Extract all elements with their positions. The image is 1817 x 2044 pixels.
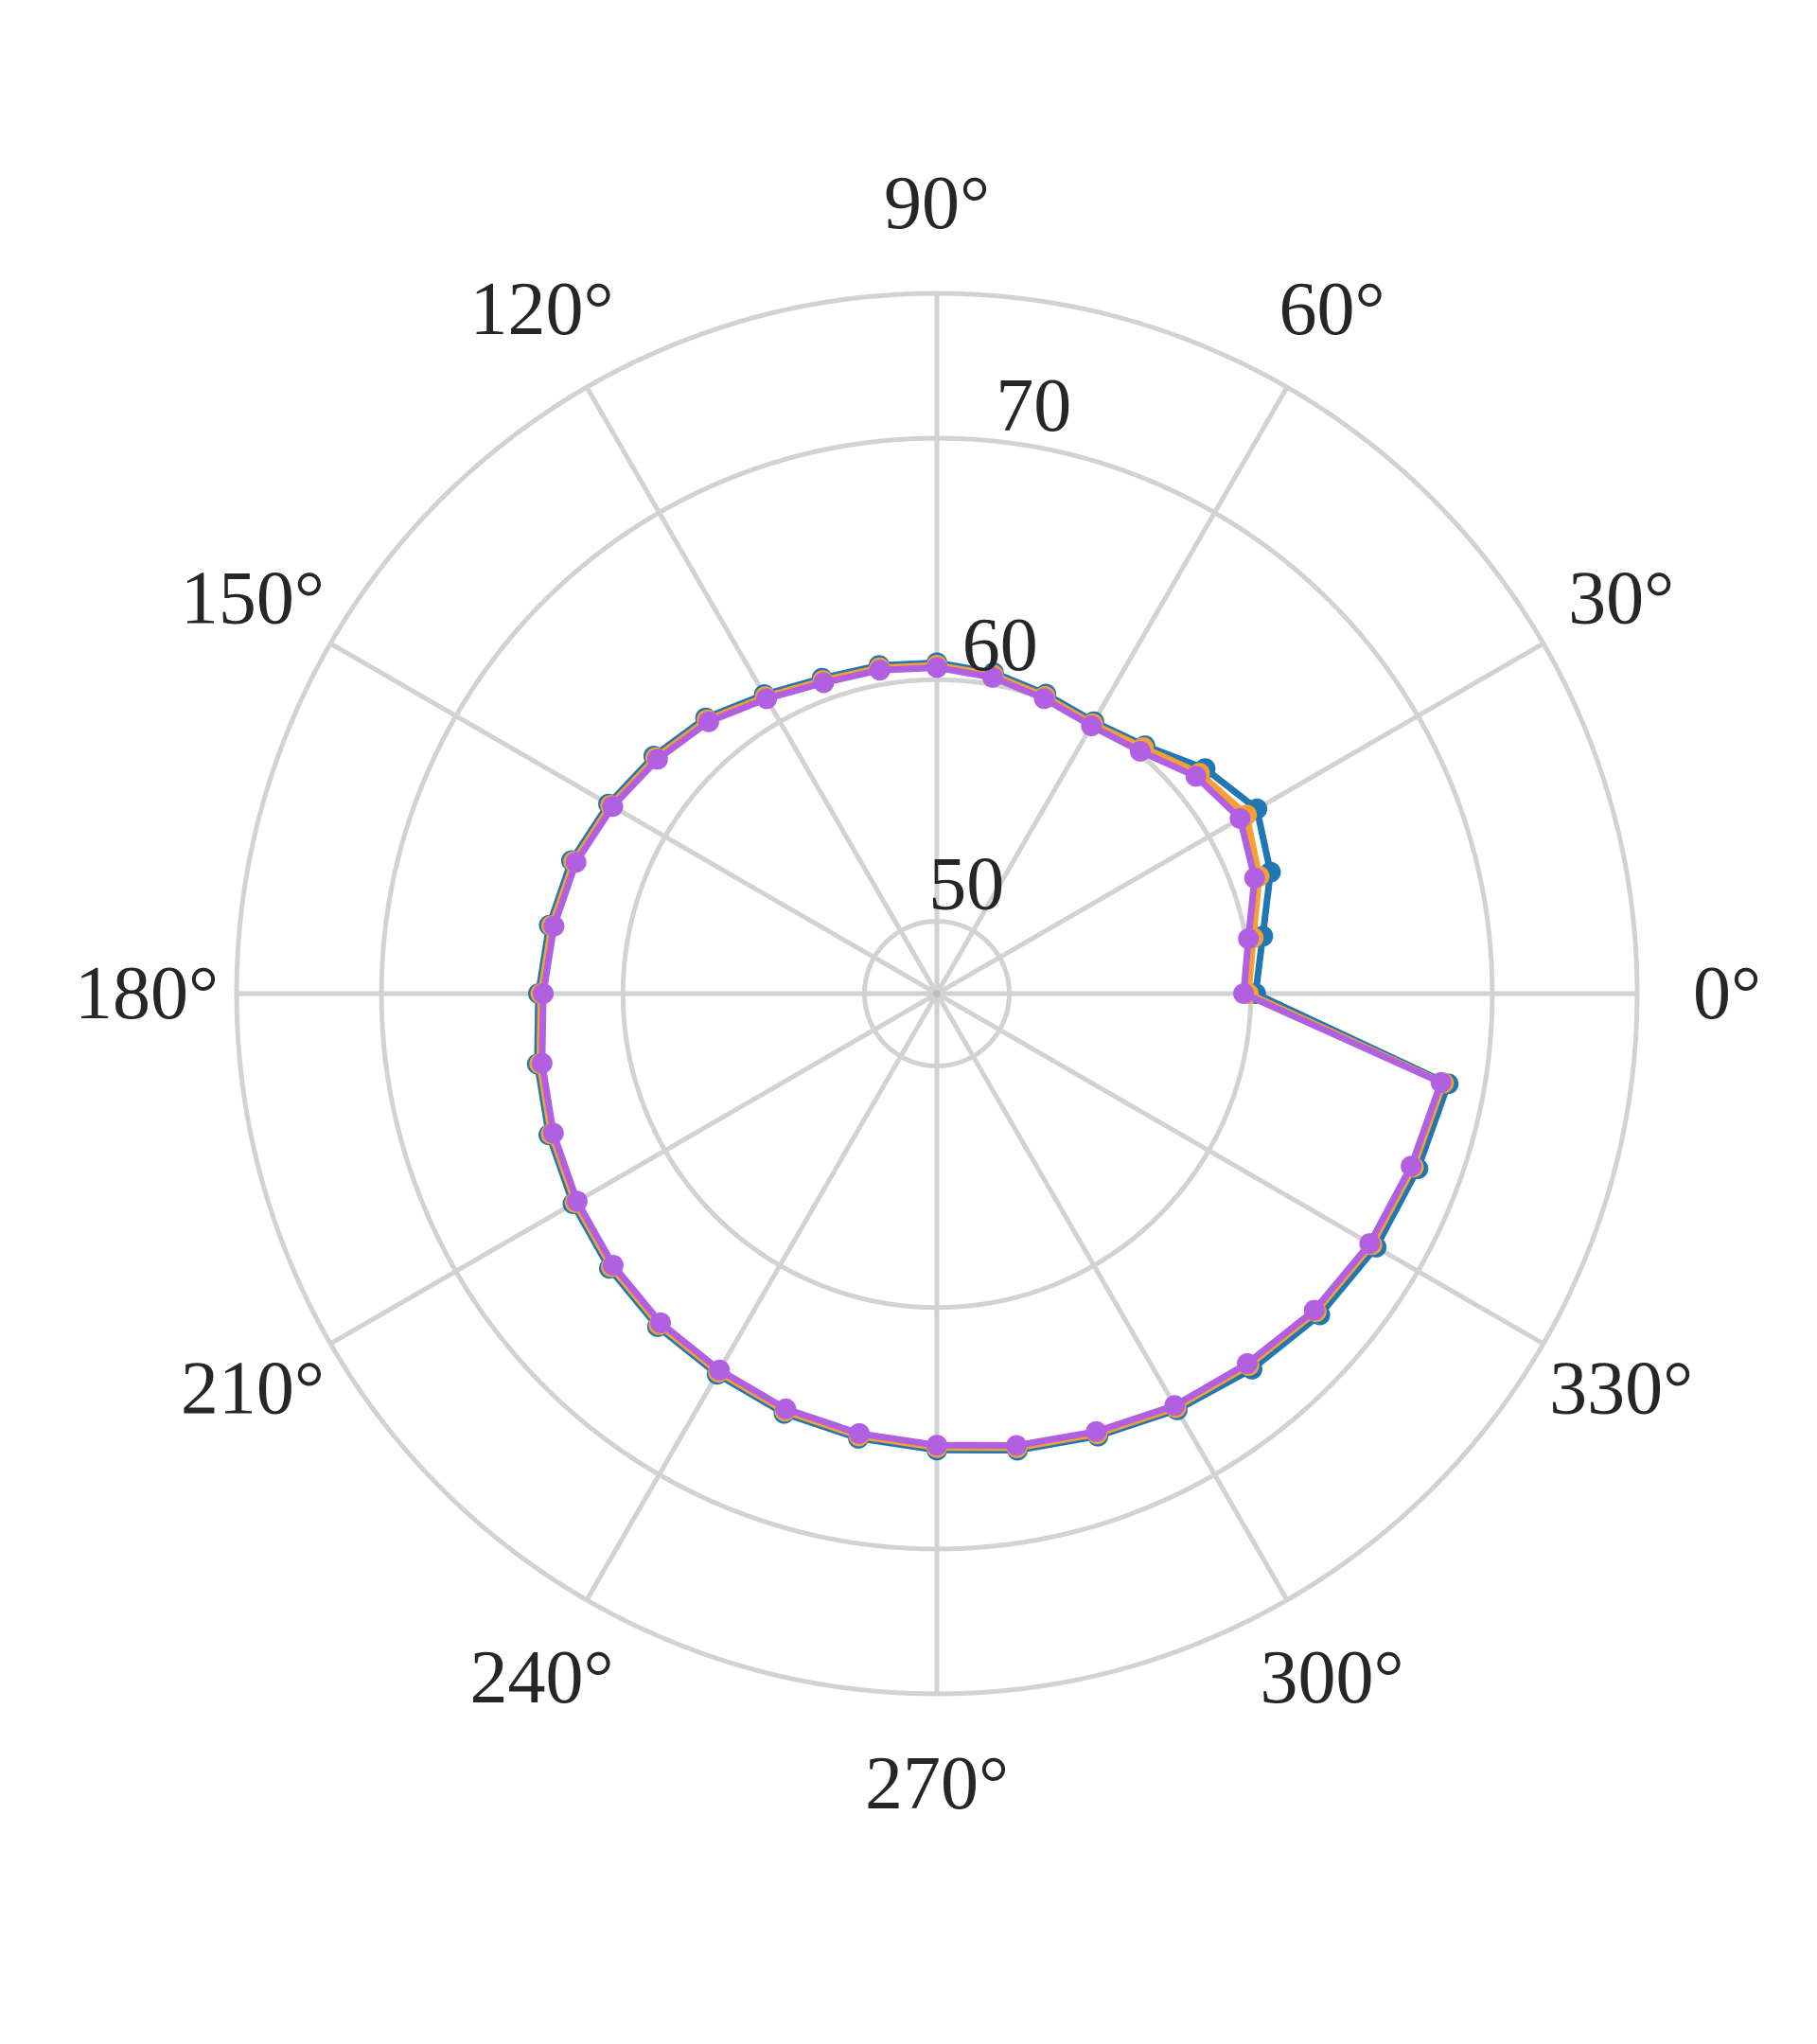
series-3-point-290: [1085, 1420, 1107, 1442]
angle-tick-label-270: 270°: [865, 1742, 1009, 1825]
angle-tick-label-330: 330°: [1549, 1348, 1693, 1431]
angle-tick-label-180: 180°: [75, 952, 219, 1035]
series-3-point-140: [646, 749, 668, 770]
series-3-point-40: [1185, 766, 1207, 787]
series-3-point-240: [709, 1359, 731, 1381]
angle-tick-label-30: 30°: [1568, 557, 1674, 641]
series-3-point-20: [1244, 867, 1265, 889]
series-3-point-0: [1233, 983, 1255, 1004]
series-3-point-310: [1237, 1352, 1258, 1374]
angle-tick-label-240: 240°: [470, 1636, 614, 1719]
angular-gridline-330: [935, 991, 1545, 1347]
angle-tick-label-60: 60°: [1279, 268, 1385, 351]
angle-tick-label-300: 300°: [1261, 1636, 1404, 1719]
angular-gridline-210: [328, 991, 939, 1347]
series-3-point-280: [1006, 1435, 1028, 1456]
series-3-point-250: [775, 1398, 797, 1419]
angular-gridline-300: [934, 992, 1290, 1602]
series-layer: [526, 652, 1459, 1461]
series-3-point-190: [531, 1052, 553, 1074]
series-3-point-90: [926, 657, 947, 678]
angular-gridline-60: [934, 385, 1290, 996]
series-3-point-120: [756, 688, 778, 710]
series-3-point-110: [813, 672, 835, 694]
series-3-point-80: [981, 666, 1003, 688]
series-3-point-100: [869, 660, 891, 681]
series-3-point-210: [566, 1190, 588, 1212]
series-3-point-30: [1229, 808, 1251, 829]
series-3-point-180: [533, 983, 555, 1004]
series-3-point-270: [926, 1435, 947, 1456]
series-3-point-260: [849, 1422, 870, 1444]
angle-tick-label-150: 150°: [181, 557, 325, 641]
series-3-point-150: [602, 796, 624, 818]
series-3-point-300: [1164, 1395, 1186, 1417]
angle-tick-label-120: 120°: [470, 268, 614, 351]
series-3-point-160: [565, 852, 587, 873]
series-3-point-200: [542, 1122, 564, 1144]
series-3-point-330: [1359, 1233, 1381, 1255]
series-3-point-130: [697, 711, 719, 732]
series-3-point-220: [602, 1255, 624, 1276]
series-3-point-70: [1033, 688, 1055, 710]
series-3-point-340: [1401, 1155, 1422, 1177]
angular-gridline-150: [328, 641, 939, 996]
series-3-point-230: [650, 1312, 671, 1333]
series-3-point-10: [1238, 928, 1260, 949]
series-3-point-50: [1129, 740, 1151, 762]
radial-tick-label-60: 60: [962, 604, 1038, 687]
angular-gridline-240: [584, 992, 940, 1602]
series-3-point-350: [1430, 1071, 1452, 1093]
angle-tick-label-210: 210°: [181, 1348, 325, 1431]
series-3-point-320: [1303, 1299, 1325, 1321]
series-3-point-60: [1081, 715, 1103, 737]
angle-tick-label-90: 90°: [884, 162, 990, 245]
angle-tick-label-0: 0°: [1693, 952, 1761, 1035]
radial-tick-label-70: 70: [996, 364, 1071, 448]
polar-center: [933, 990, 941, 997]
radial-tick-label-50: 50: [928, 843, 1004, 926]
grid-layer: [234, 291, 1640, 1697]
series-3-point-170: [543, 915, 565, 937]
label-layer: 0° 30° 60° 90° 120° 150° 180° 210° 240° 270° 300° 3…: [75, 162, 1761, 1825]
